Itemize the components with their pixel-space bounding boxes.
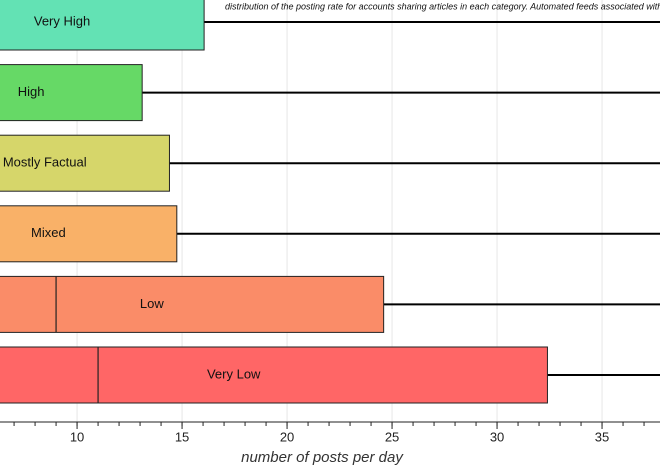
box: [0, 0, 205, 51]
category-label: Mostly Factual: [3, 155, 87, 170]
box: [0, 134, 170, 192]
x-tick-label: 35: [595, 429, 609, 444]
x-tick-label: 10: [70, 429, 84, 444]
x-tick-label: 15: [175, 429, 189, 444]
box: [0, 205, 178, 263]
x-axis-label: number of posts per day: [241, 449, 404, 466]
category-label: High: [18, 84, 45, 99]
category-label: Low: [140, 296, 164, 311]
x-tick-label: 25: [385, 429, 399, 444]
x-tick-label: 20: [280, 429, 294, 444]
marks: Very High High Mostly Factual Mixed Low Very …: [0, 0, 660, 444]
box: [0, 64, 143, 122]
x-tick-label: 30: [490, 429, 504, 444]
category-label: Very High: [34, 13, 90, 28]
category-label: Mixed: [31, 225, 66, 240]
category-label: Very Low: [207, 366, 261, 381]
caption: distribution of the posting rate for acc…: [225, 1, 660, 11]
box: [0, 275, 385, 333]
box: [0, 346, 548, 404]
